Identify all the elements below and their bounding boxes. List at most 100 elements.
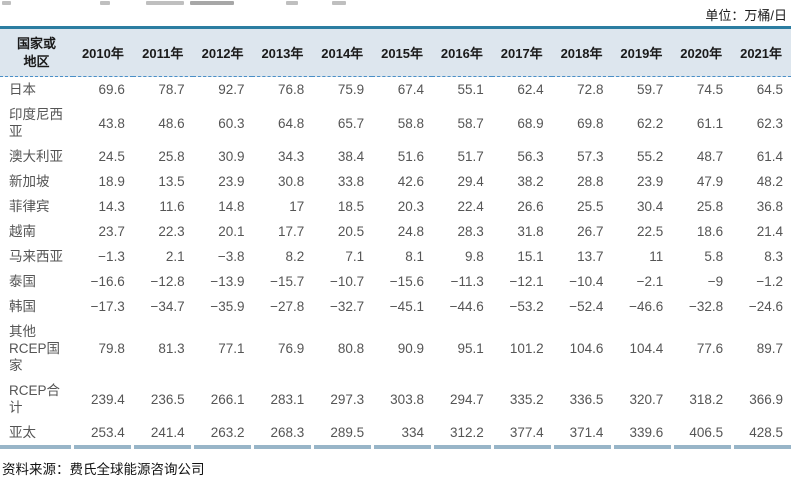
data-cell: 23.9 (637, 174, 664, 190)
table-row: 印度尼西亚 43.8 48.6 60.3 64.8 65.7 58.8 58.7 68.9 69.… (0, 102, 791, 144)
row-label: 新加坡 (9, 174, 50, 190)
bottom-rule-segment (614, 445, 671, 450)
data-cell: 64.5 (756, 82, 783, 98)
data-cell: 80.8 (337, 341, 365, 357)
bottom-rule-segment (314, 445, 371, 450)
data-cell: 58.7 (457, 115, 484, 131)
data-cell: 76.8 (278, 82, 305, 98)
cropped-title-fragment (100, 1, 110, 5)
data-cell: 294.7 (450, 391, 484, 407)
data-cell: 15.1 (517, 249, 544, 265)
bottom-rule-segment (254, 445, 311, 450)
data-cell: 312.2 (450, 425, 484, 441)
data-cell: −12.1 (509, 274, 544, 290)
year-header: 2014年 (312, 27, 373, 78)
row-label: 澳大利亚 (9, 149, 63, 165)
header-row: 国家或地区 2010年 2011年 2012年 2013年 2014年 2015年 2016… (0, 27, 791, 78)
data-cell: 13.7 (577, 249, 604, 265)
data-cell: −12.8 (150, 274, 185, 290)
data-cell: −1.2 (756, 274, 783, 290)
data-cell: 104.4 (629, 341, 664, 357)
data-cell: 8.1 (405, 249, 424, 265)
data-cell: 26.6 (517, 199, 544, 215)
data-cell: 266.1 (210, 391, 245, 407)
bottom-rule-segment (374, 445, 431, 450)
data-cell: 64.8 (278, 115, 305, 131)
data-cell: −10.4 (569, 274, 604, 290)
row-label: 日本 (9, 82, 36, 98)
data-cell: −1.3 (98, 249, 125, 265)
data-cell: 48.2 (756, 174, 783, 190)
data-cell: 318.2 (689, 391, 724, 407)
data-cell: 78.7 (158, 82, 185, 98)
year-header: 2020年 (671, 27, 732, 78)
year-header: 2016年 (431, 27, 492, 78)
data-cell: 17.7 (278, 224, 305, 240)
data-cell: 320.7 (629, 391, 664, 407)
data-cell: 21.4 (756, 224, 783, 240)
data-cell: 25.8 (158, 149, 185, 165)
data-cell: 48.7 (696, 149, 724, 165)
table-row: RCEP合计 239.4 236.5 266.1 283.1 297.3 303.8 294.… (0, 378, 791, 420)
data-cell: 30.9 (218, 149, 245, 165)
data-cell: −27.8 (270, 299, 305, 315)
data-cell: 22.5 (637, 224, 664, 240)
cropped-title-fragment (332, 1, 346, 5)
bottom-rule-segment (0, 445, 71, 450)
data-cell: 20.3 (397, 199, 424, 215)
data-cell: −46.6 (629, 299, 664, 315)
table-row: 日本 69.6 78.7 92.7 76.8 75.9 67.4 55.1 62.4 72.8 59… (0, 77, 791, 103)
row-label: 菲律宾 (9, 199, 50, 215)
data-cell: 303.8 (390, 391, 424, 407)
table-row: 菲律宾 14.3 11.6 14.8 17 18.5 20.3 22.4 26.6 25.5 30.… (0, 194, 791, 219)
data-cell: 67.4 (397, 82, 424, 98)
table-row: 韩国 −17.3 −34.7 −35.9 −27.8 −32.7 −45.1 −44.6 −53… (0, 294, 791, 319)
data-cell: 69.8 (577, 115, 604, 131)
data-cell: 18.5 (337, 199, 365, 215)
row-label: 越南 (9, 224, 36, 240)
table-row: 澳大利亚 24.5 25.8 30.9 34.3 38.4 51.6 51.7 56.3 57.3… (0, 144, 791, 169)
data-cell: 239.4 (91, 391, 125, 407)
year-header: 2013年 (252, 27, 313, 78)
data-cell: 283.1 (270, 391, 305, 407)
data-cell: 22.3 (158, 224, 185, 240)
data-cell: 42.6 (397, 174, 424, 190)
bottom-rule-segment (734, 445, 791, 450)
data-cell: −9 (707, 274, 724, 290)
year-header: 2010年 (73, 27, 133, 78)
data-table-container: 国家或地区 2010年 2011年 2012年 2013年 2014年 2015年 2016… (0, 26, 791, 478)
data-cell: 61.4 (756, 149, 783, 165)
data-cell: 58.8 (397, 115, 424, 131)
cropped-title-fragments (0, 0, 660, 6)
data-cell: 9.8 (465, 249, 484, 265)
row-label: 其他RCEP国家 (9, 324, 61, 374)
unit-label: 单位：万桶/日 (705, 8, 787, 23)
year-header: 2021年 (731, 27, 791, 78)
data-cell: 236.5 (150, 391, 185, 407)
data-cell: 14.3 (98, 199, 125, 215)
data-cell: 81.3 (158, 341, 185, 357)
bottom-rule-segment (434, 445, 491, 450)
data-cell: 77.1 (218, 341, 245, 357)
data-cell: 339.6 (629, 425, 664, 441)
row-label: 马来西亚 (9, 249, 63, 265)
data-cell: 336.5 (569, 391, 604, 407)
data-cell: −10.7 (329, 274, 365, 290)
data-cell: 33.8 (337, 174, 365, 190)
data-cell: 2.1 (165, 249, 185, 265)
data-cell: 30.4 (637, 199, 664, 215)
year-header: 2017年 (491, 27, 552, 78)
year-header: 2011年 (132, 27, 193, 78)
cropped-title-fragment (190, 1, 234, 5)
row-label: 泰国 (9, 274, 36, 290)
bottom-rule-segment (194, 445, 251, 450)
year-header: 2012年 (192, 27, 253, 78)
source-label: 资料来源：费氏全球能源咨询公司 (2, 462, 205, 478)
bottom-rule-segment (494, 445, 551, 450)
data-cell: 90.9 (397, 341, 424, 357)
data-cell: 69.6 (98, 82, 125, 98)
data-cell: 23.7 (98, 224, 125, 240)
table-row: 越南 23.7 22.3 20.1 17.7 20.5 24.8 28.3 31.8 26.7 22… (0, 219, 791, 244)
data-cell: 18.9 (98, 174, 125, 190)
data-cell: 11 (649, 249, 664, 265)
